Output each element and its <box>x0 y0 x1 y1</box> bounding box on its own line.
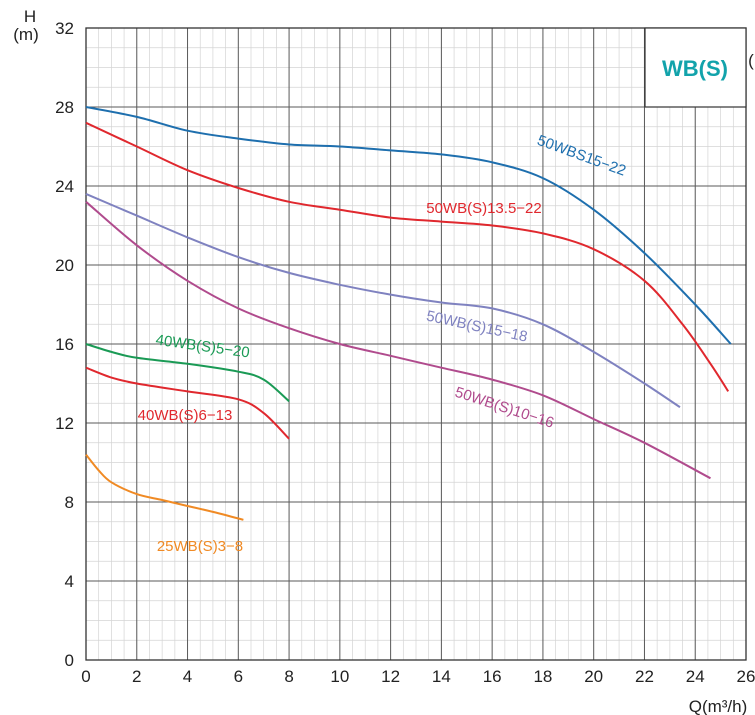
series-line-5 <box>85 366 290 440</box>
model-box-label: WB(S) <box>662 56 728 81</box>
series-label-6: 25WB(S)3−8 <box>157 538 243 555</box>
y-tick-label: 12 <box>55 414 74 433</box>
y-tick-label: 20 <box>55 256 74 275</box>
y-tick-label: 4 <box>65 572 74 591</box>
y-tick-label: 16 <box>55 335 74 354</box>
series-line-3 <box>85 201 711 480</box>
x-tick-label: 8 <box>284 667 293 686</box>
x-tick-label: 26 <box>737 667 755 686</box>
x-tick-label: 6 <box>234 667 243 686</box>
x-tick-label: 14 <box>432 667 451 686</box>
model-box <box>644 27 747 108</box>
y-tick-label: 24 <box>55 177 74 196</box>
x-tick-label: 10 <box>330 667 349 686</box>
y-axis-unit: (m) <box>13 25 38 44</box>
series-label-0: 50WBS15−22 <box>535 132 628 180</box>
y-tick-label: 8 <box>65 493 74 512</box>
series-label-4: 40WB(S)5−20 <box>155 332 251 362</box>
y-tick-label: 28 <box>55 98 74 117</box>
x-tick-label: 16 <box>483 667 502 686</box>
y-tick-label: 32 <box>55 19 74 38</box>
x-tick-label: 24 <box>686 667 705 686</box>
series-line-4 <box>85 343 290 403</box>
x-axis-title: Q(m³/h) <box>689 697 748 715</box>
series-line-0 <box>85 106 732 345</box>
series-label-3: 50WB(S)10−16 <box>453 384 556 432</box>
series-line-1 <box>85 121 730 392</box>
x-tick-label: 20 <box>584 667 603 686</box>
x-tick-label: 2 <box>132 667 141 686</box>
y-axis-title: H <box>24 7 36 26</box>
x-tick-label: 18 <box>533 667 552 686</box>
y-tick-label: 0 <box>65 651 74 670</box>
model-box-side-mark: ( <box>748 51 754 70</box>
series-line-2 <box>85 192 681 409</box>
x-tick-label: 0 <box>81 667 90 686</box>
x-tick-label: 4 <box>183 667 192 686</box>
x-tick-label: 22 <box>635 667 654 686</box>
series-curves <box>85 106 732 521</box>
series-label-5: 40WB(S)6−13 <box>138 407 233 424</box>
series-line-6 <box>85 453 244 521</box>
major-grid <box>85 27 747 661</box>
x-tick-label: 12 <box>381 667 400 686</box>
series-label-1: 50WB(S)13.5−22 <box>426 200 541 217</box>
series-labels: 50WBS15−2250WB(S)13.5−2250WB(S)15−1850WB… <box>138 132 628 555</box>
